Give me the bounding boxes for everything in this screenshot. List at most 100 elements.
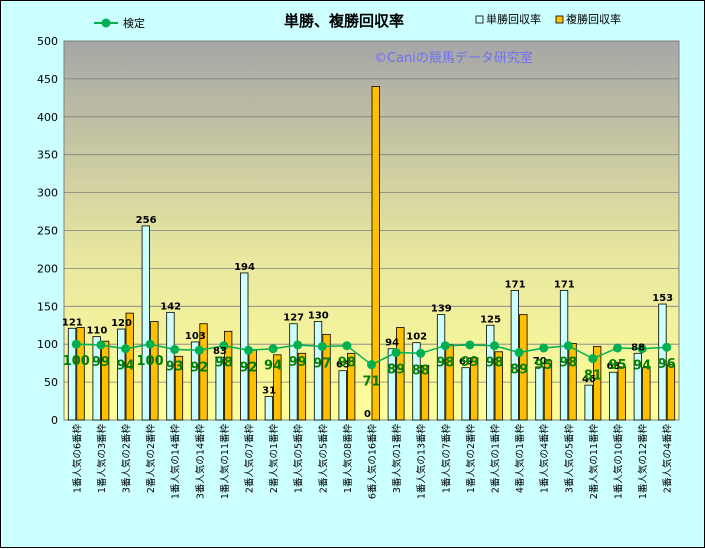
inspection-point <box>219 341 229 351</box>
bar-place-return <box>273 354 282 421</box>
inspection-point <box>539 343 549 353</box>
inspection-point <box>96 340 106 350</box>
inspection-point <box>416 348 426 358</box>
data-label-win-return: 31 <box>262 386 276 397</box>
data-label-inspection: 97 <box>313 356 331 371</box>
x-tick-label: 3番人気の14番枠 <box>194 424 206 500</box>
data-label-inspection: 98 <box>338 356 356 371</box>
y-tick-label: 50 <box>44 376 58 389</box>
inspection-point <box>244 345 253 355</box>
data-label-inspection: 100 <box>137 354 164 369</box>
x-tick-label: 1番人気の6番枠 <box>71 424 83 494</box>
bar-win-return <box>412 342 421 421</box>
bar-win-return <box>166 311 175 421</box>
bar-place-return <box>346 352 356 421</box>
bar-place-return <box>174 355 184 421</box>
bar-place-return <box>469 357 479 421</box>
data-label-inspection: 99 <box>461 355 479 370</box>
data-label-win-return: 121 <box>62 317 83 328</box>
y-tick-label: 350 <box>37 149 58 162</box>
inspection-point <box>465 340 475 350</box>
y-tick-label: 500 <box>37 35 58 48</box>
legend-place-return-label: 複勝回収率 <box>566 12 621 26</box>
data-label-win-return: 46 <box>582 374 596 385</box>
x-tick-label: 1番人気の8番枠 <box>342 424 354 494</box>
data-label-inspection: 71 <box>362 375 380 390</box>
bar-win-return <box>92 336 101 421</box>
bar-win-return <box>559 289 569 421</box>
inspection-point <box>662 342 672 352</box>
y-tick-label: 450 <box>37 73 58 86</box>
data-label-inspection: 98 <box>559 356 577 371</box>
x-axis-tick-labels: 1番人気の6番枠 1番人気の3番枠 3番人気の2番枠 2番人気の2番枠 1番人気の14番… <box>71 424 673 500</box>
y-tick-label: 100 <box>37 338 58 351</box>
bar-win-return <box>658 303 667 421</box>
bar-place-return <box>519 314 528 421</box>
data-label-inspection: 89 <box>387 363 405 378</box>
data-label-win-return: 102 <box>406 332 427 343</box>
data-label-win-return: 70 <box>533 356 547 367</box>
inspection-point <box>342 341 352 351</box>
x-tick-label: 1番人気の11番枠 <box>219 424 231 500</box>
y-tick-label: 400 <box>37 111 58 124</box>
x-tick-label: 2番人気の5番枠 <box>317 424 329 494</box>
data-label-win-return: 139 <box>431 304 452 315</box>
bar-place-return <box>371 86 380 421</box>
bar-place-return <box>396 327 405 421</box>
y-tick-label: 300 <box>37 187 58 200</box>
inspection-point <box>440 341 450 351</box>
data-label-win-return: 127 <box>283 313 304 324</box>
inspection-point <box>145 339 155 349</box>
data-label-inspection: 99 <box>289 355 307 370</box>
bar-win-return <box>264 396 274 421</box>
x-tick-label: 1番人気の3番枠 <box>96 424 108 494</box>
x-tick-label: 2番人気の2番枠 <box>145 424 157 494</box>
bar-win-return <box>313 321 323 421</box>
inspection-point <box>170 345 180 355</box>
inspection-point <box>613 343 622 353</box>
inspection-point <box>121 344 130 354</box>
bar-place-return <box>223 330 233 421</box>
data-label-inspection: 95 <box>535 358 553 373</box>
data-label-win-return: 65 <box>336 360 350 371</box>
bar-place-return <box>76 327 85 421</box>
x-tick-label: 2番人気の4番枠 <box>662 424 674 494</box>
data-label-win-return: 63 <box>607 361 621 372</box>
data-label-win-return: 120 <box>111 318 132 329</box>
bar-win-return <box>535 366 544 421</box>
watermark: ©Caniの競馬データ研究室 <box>374 50 533 66</box>
legend-place-return-swatch-icon <box>555 15 564 24</box>
legend-win-return: 単勝回収率 <box>475 12 541 26</box>
bar-place-return <box>199 323 208 421</box>
x-tick-label: 1番人気の2番枠 <box>465 424 477 494</box>
data-label-inspection: 95 <box>608 358 626 373</box>
bar-win-return <box>633 352 642 421</box>
data-label-inspection: 93 <box>166 360 184 375</box>
data-label-win-return: 103 <box>185 331 206 342</box>
data-label-win-return: 88 <box>631 342 645 353</box>
bar-win-return <box>141 225 151 421</box>
bar-place-return <box>297 352 307 421</box>
x-tick-label: 6番人気の16番枠 <box>367 424 379 500</box>
data-label-inspection: 92 <box>190 360 208 375</box>
bar-win-return <box>117 328 126 421</box>
x-tick-label: 2番人気の11番枠 <box>588 424 600 500</box>
bar-place-return <box>125 312 134 421</box>
bar-place-return <box>568 343 577 421</box>
inspection-point <box>367 360 376 370</box>
data-label-win-return: 130 <box>308 310 329 321</box>
x-tick-label: 2番人気の7番枠 <box>244 424 256 494</box>
inspection-point <box>514 348 524 358</box>
data-label-inspection: 99 <box>92 355 110 370</box>
data-label-inspection: 88 <box>412 363 430 378</box>
y-axis-tick-labels: 0 50 100 150 200 250 300 350 400 450 500 <box>37 35 58 427</box>
bar-place-return <box>593 346 602 421</box>
legend-inspection: 検定 <box>94 16 145 30</box>
legend-inspection-marker-icon <box>101 18 111 28</box>
bar-place-return <box>543 360 553 421</box>
bar-place-return <box>617 366 626 421</box>
y-tick-label: 0 <box>51 414 58 427</box>
bar-place-return <box>420 365 430 421</box>
